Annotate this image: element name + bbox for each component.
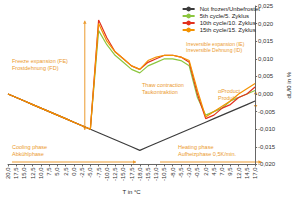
svg-text:14,5: 14,5 [244, 167, 250, 179]
svg-text:12,0: 12,0 [236, 167, 242, 179]
svg-text:0,020: 0,020 [258, 21, 274, 27]
svg-text:Abkühlphase: Abkühlphase [12, 151, 44, 157]
svg-text:7,5: 7,5 [46, 167, 52, 176]
svg-text:Produkt: Produkt [218, 95, 237, 102]
svg-text:-18,0: -18,0 [137, 167, 143, 181]
svg-text:Cooling phase: Cooling phase [12, 144, 47, 150]
svg-text:Thaw contraction: Thaw contraction [142, 82, 184, 88]
svg-text:-0,020: -0,020 [258, 161, 276, 167]
svg-text:-0,010: -0,010 [258, 126, 276, 132]
svg-text:Irreversible Dehnung (ID): Irreversible Dehnung (ID) [186, 47, 242, 53]
svg-text:-15,0: -15,0 [120, 167, 126, 181]
svg-text:αProduct: αProduct [218, 88, 241, 94]
svg-text:-5,0: -5,0 [87, 167, 93, 178]
svg-text:-15,5: -15,5 [145, 167, 151, 181]
svg-text:-13,0: -13,0 [153, 167, 159, 181]
svg-text:Freeze expansion (FE): Freeze expansion (FE) [12, 58, 68, 64]
svg-text:0,015: 0,015 [258, 38, 274, 44]
svg-text:-12,5: -12,5 [112, 167, 118, 181]
svg-text:-17,5: -17,5 [129, 167, 135, 181]
svg-text:7,0: 7,0 [219, 167, 225, 176]
svg-text:0,000: 0,000 [258, 91, 274, 97]
svg-text:5th cycle/5. Zyklus: 5th cycle/5. Zyklus [200, 13, 249, 19]
svg-text:17,0: 17,0 [252, 167, 258, 179]
svg-text:-8,0: -8,0 [170, 167, 176, 178]
svg-text:-10,5: -10,5 [161, 167, 167, 181]
svg-text:dL/l0 in %: dL/l0 in % [286, 71, 292, 98]
svg-text:T in °C: T in °C [122, 189, 141, 195]
svg-text:20,0: 20,0 [5, 167, 11, 179]
svg-text:Heating phase: Heating phase [178, 144, 213, 150]
svg-text:-0,015: -0,015 [258, 144, 276, 150]
svg-text:2,0: 2,0 [203, 167, 209, 176]
svg-text:12,5: 12,5 [30, 167, 36, 179]
svg-text:5,0: 5,0 [54, 167, 60, 176]
svg-text:Aufheizphase 0,5K/min.: Aufheizphase 0,5K/min. [178, 151, 237, 157]
svg-text:-10,0: -10,0 [104, 167, 110, 181]
svg-text:-2,5: -2,5 [79, 167, 85, 178]
svg-text:0,0: 0,0 [71, 167, 77, 176]
svg-text:9,5: 9,5 [227, 167, 233, 176]
svg-text:2,5: 2,5 [63, 167, 69, 176]
svg-text:10,0: 10,0 [38, 167, 44, 179]
svg-text:15th cycle/15. Zyklus: 15th cycle/15. Zyklus [200, 27, 256, 33]
svg-text:Frostdehnung (FD): Frostdehnung (FD) [12, 65, 59, 71]
svg-text:15,0: 15,0 [21, 167, 27, 179]
svg-text:Taukontraktion: Taukontraktion [142, 89, 178, 95]
svg-text:0,010: 0,010 [258, 56, 274, 62]
svg-text:0,025: 0,025 [258, 3, 274, 9]
svg-text:-7,5: -7,5 [96, 167, 102, 178]
svg-text:17,5: 17,5 [13, 167, 19, 179]
svg-text:Irreversible expansion (IE): Irreversible expansion (IE) [186, 41, 245, 47]
svg-text:Not frozen/Unbefrostet: Not frozen/Unbefrostet [200, 6, 261, 12]
svg-text:-5,5: -5,5 [178, 167, 184, 178]
svg-text:4,5: 4,5 [211, 167, 217, 176]
svg-text:-3,0: -3,0 [186, 167, 192, 178]
svg-text:-0,5: -0,5 [194, 167, 200, 178]
svg-text:-0,005: -0,005 [258, 109, 276, 115]
svg-text:10th cycle/10. Zyklus: 10th cycle/10. Zyklus [200, 20, 256, 26]
svg-text:0,005: 0,005 [258, 73, 274, 79]
